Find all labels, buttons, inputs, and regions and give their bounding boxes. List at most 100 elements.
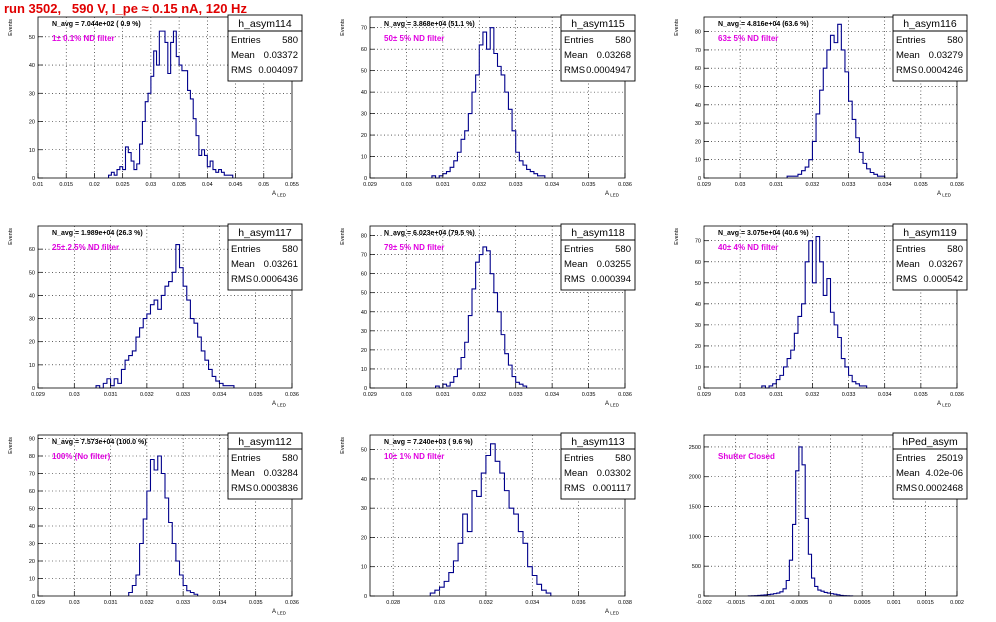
stat-value-mean: 0.03279: [929, 50, 963, 61]
x-tick-label: 0.035: [249, 392, 263, 398]
x-tick-label: 0.034: [545, 182, 559, 188]
stat-value-entries: 580: [947, 35, 963, 46]
plot-frame: [37, 225, 293, 389]
stats-box: [560, 14, 636, 82]
y-tick-label: 0: [698, 386, 701, 392]
y-tick-label: 70: [29, 472, 35, 478]
stat-label-mean: Mean: [564, 468, 588, 479]
y-tick-label: 20: [695, 139, 701, 145]
n-avg-label: N_avg = 1.989e+04 (26.3 %): [52, 230, 143, 237]
stat-value-entries: 580: [615, 244, 631, 255]
x-tick-label: 0.033: [176, 600, 190, 606]
y-tick-label: 60: [695, 260, 701, 266]
y-tick-label: 30: [695, 323, 701, 329]
x-tick-label: 0: [829, 600, 832, 606]
x-tick-label: 0.055: [285, 182, 299, 188]
x-tick-label: 0.035: [914, 392, 928, 398]
x-tick-label: 0.032: [806, 182, 820, 188]
plot-frame: [37, 16, 293, 179]
x-tick-label: 0.01: [33, 182, 44, 188]
plot-frame: [703, 16, 958, 179]
x-tick-label: -0.001: [759, 600, 775, 606]
x-tick-label: 0.031: [436, 182, 450, 188]
x-tick-label: 0.033: [842, 392, 856, 398]
y-tick-label: 20: [361, 348, 367, 354]
x-tick-label: 0.02: [89, 182, 100, 188]
stats-box: [560, 223, 636, 291]
y-tick-label: 10: [361, 155, 367, 161]
y-tick-label: 0: [32, 176, 35, 182]
n-avg-label: N_avg = 7.044e+02 ( 0.9 %): [52, 21, 141, 28]
stat-label-rms: RMS: [896, 274, 917, 285]
y-axis-label: Events: [674, 228, 680, 245]
y-tick-label: 10: [361, 565, 367, 571]
x-tick-label: 0.05: [258, 182, 269, 188]
x-axis-label: A LED: [605, 609, 620, 616]
stat-value-entries: 25019: [937, 453, 963, 464]
x-axis-label: A LED: [272, 401, 287, 408]
y-tick-label: 80: [695, 30, 701, 36]
stat-value-rms: 0.0006436: [253, 274, 298, 285]
y-tick-label: 20: [361, 133, 367, 139]
x-tick-label: 0.036: [572, 600, 586, 606]
histogram-line: [108, 30, 234, 178]
stat-value-mean: 0.03261: [264, 259, 298, 270]
histogram-name: hPed_asym: [902, 436, 958, 448]
histogram-panel-h_asym116: 0.029 0.03 0.031 0.032 0.033 0.034 0.035 0.036 0…: [674, 14, 968, 198]
x-tick-label: 0.029: [31, 600, 45, 606]
y-tick-label: 10: [29, 577, 35, 583]
x-tick-label: 0.034: [878, 182, 892, 188]
y-tick-label: 2000: [689, 475, 701, 481]
x-tick-label: 0.038: [618, 600, 632, 606]
stat-value-rms: 0.004097: [258, 65, 298, 76]
x-tick-label: 0.04: [202, 182, 213, 188]
y-tick-label: 10: [361, 367, 367, 373]
histogram-name: h_asym116: [903, 18, 957, 30]
x-tick-label: 0.032: [140, 600, 154, 606]
x-tick-label: 0.036: [285, 600, 299, 606]
y-tick-label: 30: [29, 317, 35, 323]
x-tick-label: 0.035: [582, 392, 596, 398]
x-tick-label: 0.028: [386, 600, 400, 606]
n-avg-label: N_avg = 7.240e+03 ( 9.6 %): [384, 439, 473, 446]
stat-value-rms: 0.0003836: [253, 483, 298, 494]
x-tick-label: 0.03: [69, 600, 80, 606]
y-tick-label: 0: [698, 594, 701, 600]
y-tick-label: 20: [29, 559, 35, 565]
y-tick-label: 60: [361, 272, 367, 278]
stat-label-entries: Entries: [231, 453, 261, 464]
x-tick-label: 0.031: [769, 182, 783, 188]
stat-label-entries: Entries: [231, 244, 261, 255]
stat-label-entries: Entries: [896, 453, 926, 464]
y-tick-label: 20: [695, 344, 701, 350]
y-tick-label: 50: [695, 85, 701, 91]
stat-value-rms: 0.0002468: [918, 483, 963, 494]
stat-label-mean: Mean: [896, 468, 920, 479]
plot-frame: [703, 225, 958, 389]
filter-label: 100% (No filter): [52, 452, 111, 461]
y-tick-label: 40: [361, 310, 367, 316]
x-tick-label: 0.034: [213, 392, 227, 398]
histogram-line: [431, 27, 546, 179]
plot-frame: [37, 434, 293, 597]
histogram-panel-h_asym112: 0.029 0.03 0.031 0.032 0.033 0.034 0.035 0.036 0…: [8, 432, 303, 616]
x-tick-label: -0.0005: [790, 600, 809, 606]
stat-label-rms: RMS: [231, 65, 252, 76]
y-tick-label: 0: [364, 386, 367, 392]
x-tick-label: 0.033: [509, 182, 523, 188]
stat-value-mean: 0.03267: [929, 259, 963, 270]
stat-value-entries: 580: [615, 35, 631, 46]
x-tick-label: 0.032: [806, 392, 820, 398]
x-tick-label: 0.03: [735, 392, 746, 398]
histogram-line: [761, 235, 868, 389]
y-axis-label: Events: [674, 19, 680, 36]
x-tick-label: 0.029: [363, 392, 377, 398]
x-tick-label: 0.03: [69, 392, 80, 398]
stats-box: [560, 432, 636, 500]
stat-value-mean: 0.03268: [597, 50, 631, 61]
y-tick-label: 50: [695, 281, 701, 287]
histogram-panel-h_asym113: 0.028 0.03 0.032 0.034 0.036 0.038 0 10 20 30 40 50…: [340, 432, 636, 616]
y-tick-label: 90: [29, 437, 35, 443]
x-tick-label: 0.035: [914, 182, 928, 188]
